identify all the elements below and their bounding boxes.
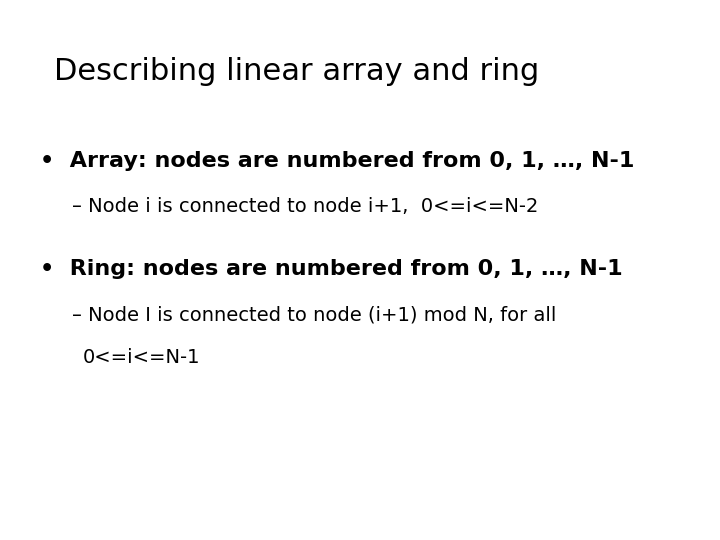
Text: – Node I is connected to node (i+1) mod N, for all: – Node I is connected to node (i+1) mod …: [72, 305, 557, 324]
Text: •  Array: nodes are numbered from 0, 1, …, N-1: • Array: nodes are numbered from 0, 1, ……: [40, 151, 634, 171]
Text: – Node i is connected to node i+1,  0<=i<=N-2: – Node i is connected to node i+1, 0<=i<…: [72, 197, 539, 216]
Text: 0<=i<=N-1: 0<=i<=N-1: [83, 348, 200, 367]
Text: •  Ring: nodes are numbered from 0, 1, …, N-1: • Ring: nodes are numbered from 0, 1, …,…: [40, 259, 622, 279]
Text: Describing linear array and ring: Describing linear array and ring: [54, 57, 539, 86]
